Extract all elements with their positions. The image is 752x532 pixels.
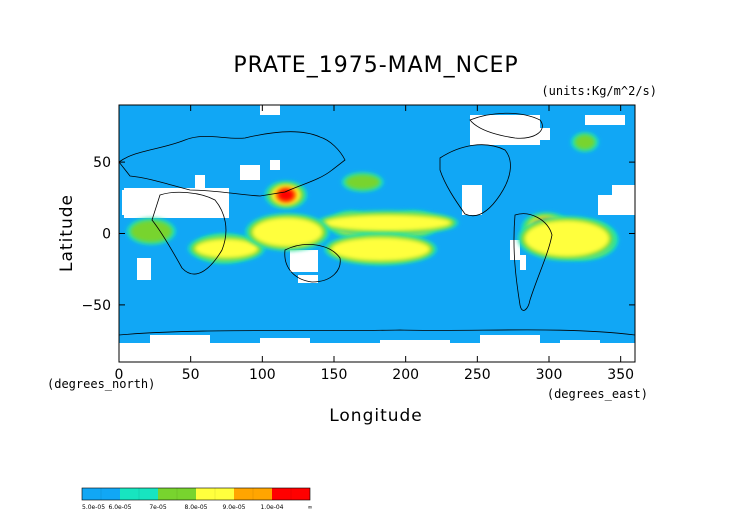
y-tick-label: 0 (102, 227, 111, 243)
x-tick-label: 50 (182, 367, 200, 383)
missing-data-patch (585, 115, 625, 125)
x-axis: 0 50 100 150 200 250 300 350 (115, 105, 634, 383)
missing-data-patch (240, 165, 260, 180)
colorbar-label: 7e-05 (149, 504, 166, 511)
colorbar-label: 1.0e-04 (260, 504, 283, 511)
coastlines (119, 112, 635, 336)
chart-title: PRATE_1975-MAM_NCEP (233, 53, 518, 78)
precip-region-7-level-5 (277, 188, 295, 202)
missing-data-patch (520, 128, 550, 140)
y-axis: −50 0 50 (81, 155, 635, 314)
precip-region-9-level-3 (323, 214, 452, 232)
precip-contours (126, 132, 619, 265)
x-unit-label: (degrees_east) (547, 387, 648, 401)
missing-data-patch (119, 343, 635, 362)
precip-region-13-level-3 (251, 217, 323, 247)
colorbar-swatch (120, 488, 158, 500)
precip-region-10-level-3 (330, 237, 431, 262)
colorbar-swatch (82, 488, 120, 500)
x-tick-label: 100 (249, 367, 276, 383)
precip-region-14-level-2 (130, 220, 173, 243)
missing-data-patch (480, 335, 540, 345)
precip-region-11-level-3 (194, 238, 259, 259)
missing-data-patch (462, 185, 482, 215)
colorbar-swatch (272, 488, 310, 500)
x-tick-label: 150 (321, 367, 348, 383)
x-tick-label: 200 (392, 367, 419, 383)
precip-region-15-level-2 (345, 174, 381, 190)
y-tick-label: −50 (81, 298, 111, 314)
missing-data-patch (260, 105, 280, 115)
missing-data-patch (612, 185, 635, 195)
colorbar-swatch (158, 488, 196, 500)
x-tick-label: 0 (115, 367, 124, 383)
colorbar-label: 9.0e-05 (222, 504, 245, 511)
colorbar-swatch (196, 488, 234, 500)
colorbar: 5.0e-05 6.0e-05 7e-05 8.0e-05 9.0e-05 1.0e-04… (81, 487, 313, 511)
units-label: (units:Kg/m^2/s) (541, 84, 657, 98)
colorbar-label: 8.0e-05 (184, 504, 207, 511)
x-axis-title: Longitude (329, 406, 423, 426)
precip-region-16-level-2 (574, 134, 596, 150)
x-tick-label: 300 (536, 367, 563, 383)
missing-data-patch (520, 255, 526, 270)
missing-data-patch (150, 335, 210, 345)
missing-data-patch (380, 340, 450, 348)
x-tick-label: 250 (464, 367, 491, 383)
missing-data-patch (137, 258, 151, 280)
colorbar-swatch (234, 488, 272, 500)
y-axis-title: Latitude (57, 194, 77, 272)
y-tick-label: 50 (93, 155, 111, 171)
missing-data-patch (598, 195, 635, 215)
plot-area (119, 105, 635, 362)
y-unit-label: (degrees_north) (47, 377, 155, 391)
colorbar-label: 5.0e-05 (82, 504, 105, 511)
missing-data-patch (510, 240, 520, 260)
colorbar-label: ∞ (308, 504, 313, 511)
missing-data-patch (560, 340, 600, 348)
missing-data-patch (290, 250, 318, 272)
missing-data-patch (260, 338, 310, 346)
missing-data-patch (270, 160, 280, 170)
precip-region-12-level-3 (524, 220, 610, 257)
colorbar-frame (81, 487, 311, 501)
missing-data-patch (124, 188, 229, 218)
missing-data-patches (119, 105, 635, 362)
colorbar-label: 6.0e-05 (108, 504, 131, 511)
missing-data-patch (298, 275, 318, 283)
x-tick-label: 350 (607, 367, 634, 383)
